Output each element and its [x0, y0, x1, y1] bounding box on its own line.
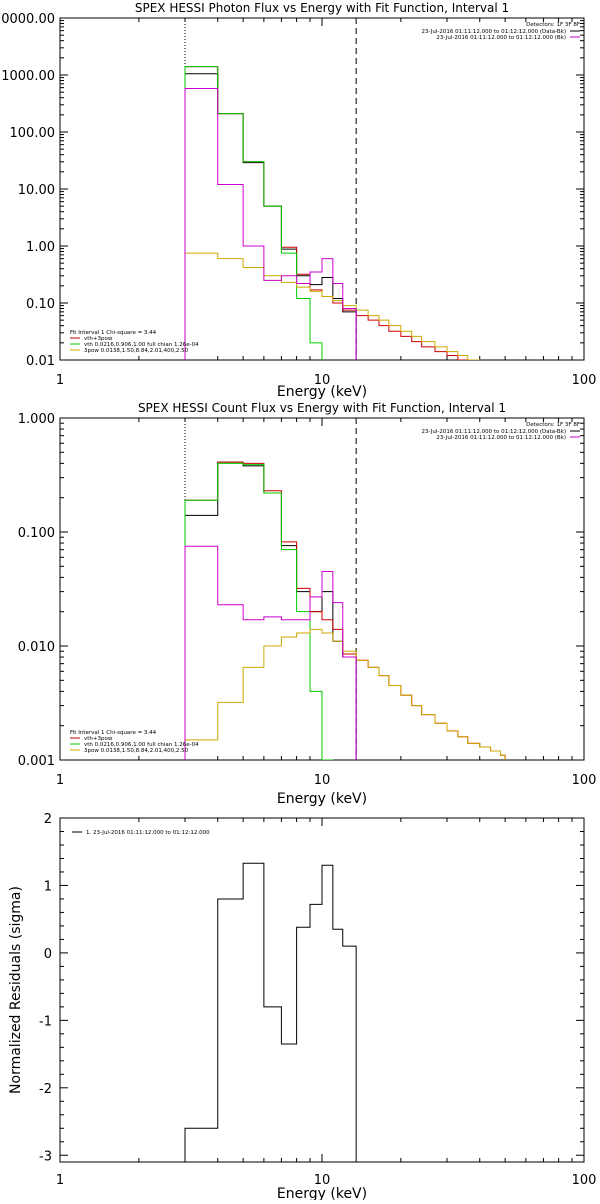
- series-layer: [184, 862, 357, 1162]
- y-tick-label: 100.00: [10, 126, 56, 141]
- legend-entry-label: 23-Jul-2016 01:11:12.000 to 01:12:12.000…: [422, 429, 567, 435]
- legend-entry-label: 1. 23-Jul-2016 01:11:12.000 to 01:12:12.…: [86, 830, 210, 836]
- series-line-bk: [184, 87, 357, 360]
- y-tick-label: 0.010: [18, 640, 55, 655]
- y-tick-label: 0.01: [26, 354, 55, 369]
- y-tick-label: 10.00: [18, 183, 55, 198]
- chart-panel-3: 1 10 100 -3 -2 -1 0 1 2 Energy (keV) Normalized Re…: [8, 812, 597, 1202]
- legend-entry-label: 23-Jul-2016 01:11:12.000 to 01:12:12.000…: [422, 29, 567, 35]
- y-tick-label: 1: [44, 879, 52, 894]
- x-tick-label: 100: [572, 373, 597, 388]
- x-tick-label: 10: [314, 773, 331, 788]
- series-line-bk: [184, 545, 357, 760]
- y-tick-label: -1: [39, 1014, 52, 1029]
- y-tick-label: 2: [44, 812, 52, 827]
- series-line-vth: [184, 462, 334, 760]
- series-line-data-bk: [184, 73, 357, 360]
- y-tick-label: -2: [39, 1082, 52, 1097]
- legend-fit-header: Fit Interval 1 Chi-square = 3.44: [70, 330, 157, 336]
- x-axis-label: Energy (keV): [277, 1186, 367, 1200]
- chart-panel-2: SPEX HESSI Count Flux vs Energy with Fit…: [18, 401, 597, 807]
- x-tick-label: 100: [572, 773, 597, 788]
- legend-entry-label: 3pow 0.0138,1.50,8.84,2.01,400,2.50: [84, 748, 189, 754]
- y-tick-label: 0.10: [26, 297, 55, 312]
- y-tick-label: -3: [39, 1149, 52, 1164]
- legend-fit-header: Fit Interval 1 Chi-square = 3.44: [70, 730, 157, 736]
- series-line-vth-3pow: [184, 461, 506, 760]
- legend-entry-label: vth+3pow: [84, 736, 113, 742]
- x-tick-label: 1: [56, 373, 64, 388]
- plot-frame: [59, 17, 585, 361]
- y-tick-label: 0.001: [18, 754, 55, 769]
- legend-entry-label: vth 0.0216,0.906,1.00 full chian 1.26e-0…: [84, 342, 199, 348]
- series-line-1-23-jul-2016-01-11-12-000-to-01-12-12-000: [184, 862, 357, 1162]
- y-tick-label: 1000.00: [1, 69, 55, 84]
- y-tick-label: 1.000: [18, 412, 55, 427]
- legend-entry-label: vth+3pow: [84, 336, 113, 342]
- x-axis-label: Energy (keV): [277, 791, 367, 807]
- y-axis-label: Normalized Residuals (sigma): [8, 886, 24, 1094]
- legend-header: Detectors: 1F 3F 8F: [526, 22, 580, 28]
- legend-bottom-left: Fit Interval 1 Chi-square = 3.44vth+3pow…: [70, 330, 199, 354]
- series-line-vth-3pow: [184, 66, 469, 360]
- x-axis-label: Energy (keV): [277, 384, 367, 400]
- y-tick-label: 0.100: [18, 526, 55, 541]
- legend-header: Detectors: 1F 3F 8F: [526, 422, 580, 428]
- legend-entry-label: 23-Jul-2016 01:11:12.000 to 01:12:12.000…: [436, 35, 566, 41]
- series-line-data-bk: [184, 461, 357, 760]
- series-line-3pow: [184, 252, 481, 360]
- x-tick-label: 10: [314, 373, 331, 388]
- y-tick-label: 1.00: [26, 240, 55, 255]
- chart-title: SPEX HESSI Count Flux vs Energy with Fit…: [138, 401, 506, 415]
- legend-entry-label: vth 0.0216,0.906,1.00 full chian 1.26e-0…: [84, 742, 199, 748]
- x-tick-label: 10: [314, 1173, 331, 1188]
- series-layer: [184, 461, 506, 760]
- legend-bottom-left: Fit Interval 1 Chi-square = 3.44vth+3pow…: [70, 730, 199, 754]
- legend-entry-label: 3pow 0.0138,1.50,8.84,2.01,400,2.50: [84, 348, 189, 354]
- y-tick-label: 0000.00: [1, 12, 55, 27]
- legend-top-right: 1. 23-Jul-2016 01:11:12.000 to 01:12:12.…: [72, 830, 210, 836]
- x-tick-label: 1: [56, 773, 64, 788]
- chart-panel-1: SPEX HESSI Photon Flux vs Energy with Fi…: [1, 1, 596, 400]
- series-line-vth: [184, 66, 323, 360]
- x-tick-label: 1: [56, 1173, 64, 1188]
- y-tick-label: 0: [44, 947, 52, 962]
- series-line-3pow: [184, 628, 506, 760]
- chart-title: SPEX HESSI Photon Flux vs Energy with Fi…: [135, 1, 509, 15]
- legend-entry-label: 23-Jul-2016 01:11:12.000 to 01:12:12.000…: [436, 435, 566, 441]
- series-layer: [184, 66, 481, 360]
- x-tick-label: 100: [572, 1173, 597, 1188]
